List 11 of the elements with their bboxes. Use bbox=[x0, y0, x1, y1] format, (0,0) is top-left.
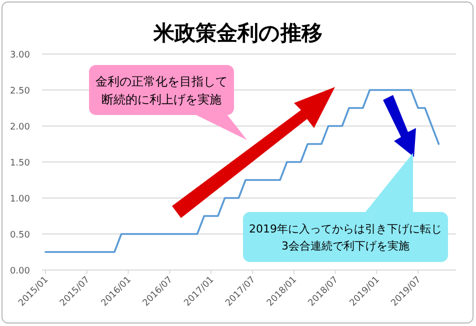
annotation: 金利の正常化を目指して断続的に利上げを実施 bbox=[96, 74, 228, 107]
y-tick-label: 1.50 bbox=[10, 158, 30, 168]
y-tick-label: 2.50 bbox=[10, 86, 30, 96]
y-tick-label: 3.00 bbox=[10, 50, 30, 60]
y-tick-label: 0.50 bbox=[10, 230, 30, 240]
y-tick-label: 2.00 bbox=[10, 122, 30, 132]
y-tick-label: 0.00 bbox=[10, 266, 30, 276]
y-tick-label: 1.00 bbox=[10, 194, 30, 204]
line-series bbox=[44, 89, 440, 253]
annotation: 2019年に入ってからは引き下げに転じ3会合連続で利下げを実施 bbox=[249, 222, 442, 253]
chart-title: 米政策金利の推移 bbox=[152, 21, 322, 45]
